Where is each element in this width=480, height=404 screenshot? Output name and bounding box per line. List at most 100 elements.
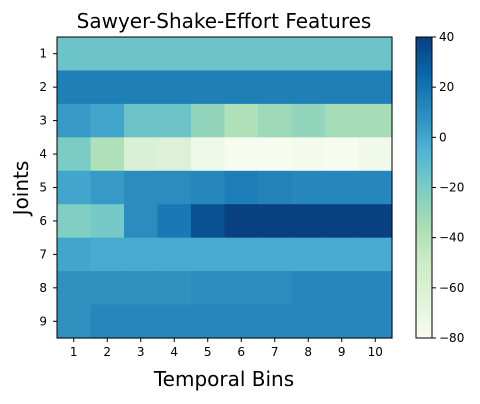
x-tick-label: 1 [70,345,78,359]
heatmap-cell [292,137,326,171]
heatmap-cell [124,104,158,138]
heatmap-cell [91,271,125,305]
y-tick-label: 1 [39,47,47,61]
x-axis-label: Temporal Bins [153,367,294,391]
heatmap-cell [124,204,158,238]
heatmap-cell [57,305,91,339]
heatmap-cell [191,204,225,238]
heatmap-cell [57,70,91,104]
heatmap-cell [191,37,225,71]
y-tick-label: 7 [39,247,47,261]
heatmap-cell [292,204,326,238]
heatmap-cell [325,171,359,205]
colorbar-tick-label: −60 [439,281,464,295]
heatmap-cell [57,171,91,205]
heatmap-cell [158,305,192,339]
heatmap-cell [258,171,292,205]
y-axis-label: Joints [9,161,33,218]
colorbar: 40 20 0 −20 −40 −60 −80 [416,30,464,345]
heatmap-cell [191,271,225,305]
heatmap-cell [91,37,125,71]
heatmap-cell [158,204,192,238]
y-tick-label: 4 [39,147,47,161]
x-tick-label: 8 [304,345,312,359]
heatmap-cell [91,70,125,104]
y-tick-label: 9 [39,314,47,328]
heatmap-cell [359,305,393,339]
heatmap-cell [124,271,158,305]
heatmap-cell [91,238,125,272]
heatmap-cell [359,37,393,71]
heatmap-cell [158,171,192,205]
heatmap-cell [91,104,125,138]
heatmap-cell [158,104,192,138]
heatmap-cell [292,70,326,104]
x-tick-label: 4 [170,345,178,359]
chart-title: Sawyer-Shake-Effort Features [77,9,372,33]
heatmap-cell [158,238,192,272]
heatmap-cell [225,137,259,171]
x-tick-label: 10 [368,345,383,359]
heatmap-cell [325,238,359,272]
heatmap-cell [91,137,125,171]
heatmap-cell [91,305,125,339]
x-tick-label: 2 [103,345,111,359]
heatmap-cell [292,271,326,305]
heatmap-cell [225,171,259,205]
heatmap-cell [225,271,259,305]
heatmap-cell [258,271,292,305]
heatmap-cell [124,37,158,71]
heatmap-cell [258,37,292,71]
heatmap-cell [258,70,292,104]
heatmap-cell [258,238,292,272]
colorbar-tick-label: −20 [439,181,464,195]
heatmap-cell [325,104,359,138]
heatmap-cell [325,137,359,171]
heatmap-cell [158,70,192,104]
heatmap-cell [57,104,91,138]
y-tick-label: 2 [39,80,47,94]
heatmap-cell [191,104,225,138]
y-axis-ticks: 1 2 3 4 5 6 7 8 9 [39,47,57,329]
y-tick-label: 3 [39,114,47,128]
heatmap-cell [124,137,158,171]
heatmap-cell [359,104,393,138]
y-tick-label: 6 [39,214,47,228]
heatmap-cell [225,70,259,104]
heatmap-cell [325,305,359,339]
x-tick-label: 6 [237,345,245,359]
heatmap-cell [57,204,91,238]
heatmap-cell [57,37,91,71]
heatmap-cell [124,238,158,272]
x-tick-label: 5 [204,345,212,359]
heatmap-cell [57,137,91,171]
heatmap-cell [359,271,393,305]
heatmap-cell [292,305,326,339]
x-tick-label: 9 [338,345,346,359]
heatmap-cell [225,37,259,71]
heatmap-cell [225,204,259,238]
heatmap-cell [191,70,225,104]
heatmap-cell [225,238,259,272]
heatmap-cell [158,137,192,171]
y-tick-label: 5 [39,181,47,195]
heatmap-cell [292,104,326,138]
heatmap-cell [292,37,326,71]
colorbar-tick-label: 40 [439,30,454,44]
x-tick-label: 7 [271,345,279,359]
y-tick-label: 8 [39,281,47,295]
heatmap-cell [359,70,393,104]
heatmap-cell [292,171,326,205]
heatmap-cell [124,305,158,339]
colorbar-tick-label: −40 [439,231,464,245]
heatmap-cell [359,171,393,205]
colorbar-tick-label: −80 [439,331,464,345]
heatmap-cell [191,305,225,339]
heatmap-cell [57,271,91,305]
heatmap-cell [225,104,259,138]
heatmap-cell [258,305,292,339]
heatmap-cell [225,305,259,339]
heatmap-cell [124,171,158,205]
heatmap-cell [158,37,192,71]
